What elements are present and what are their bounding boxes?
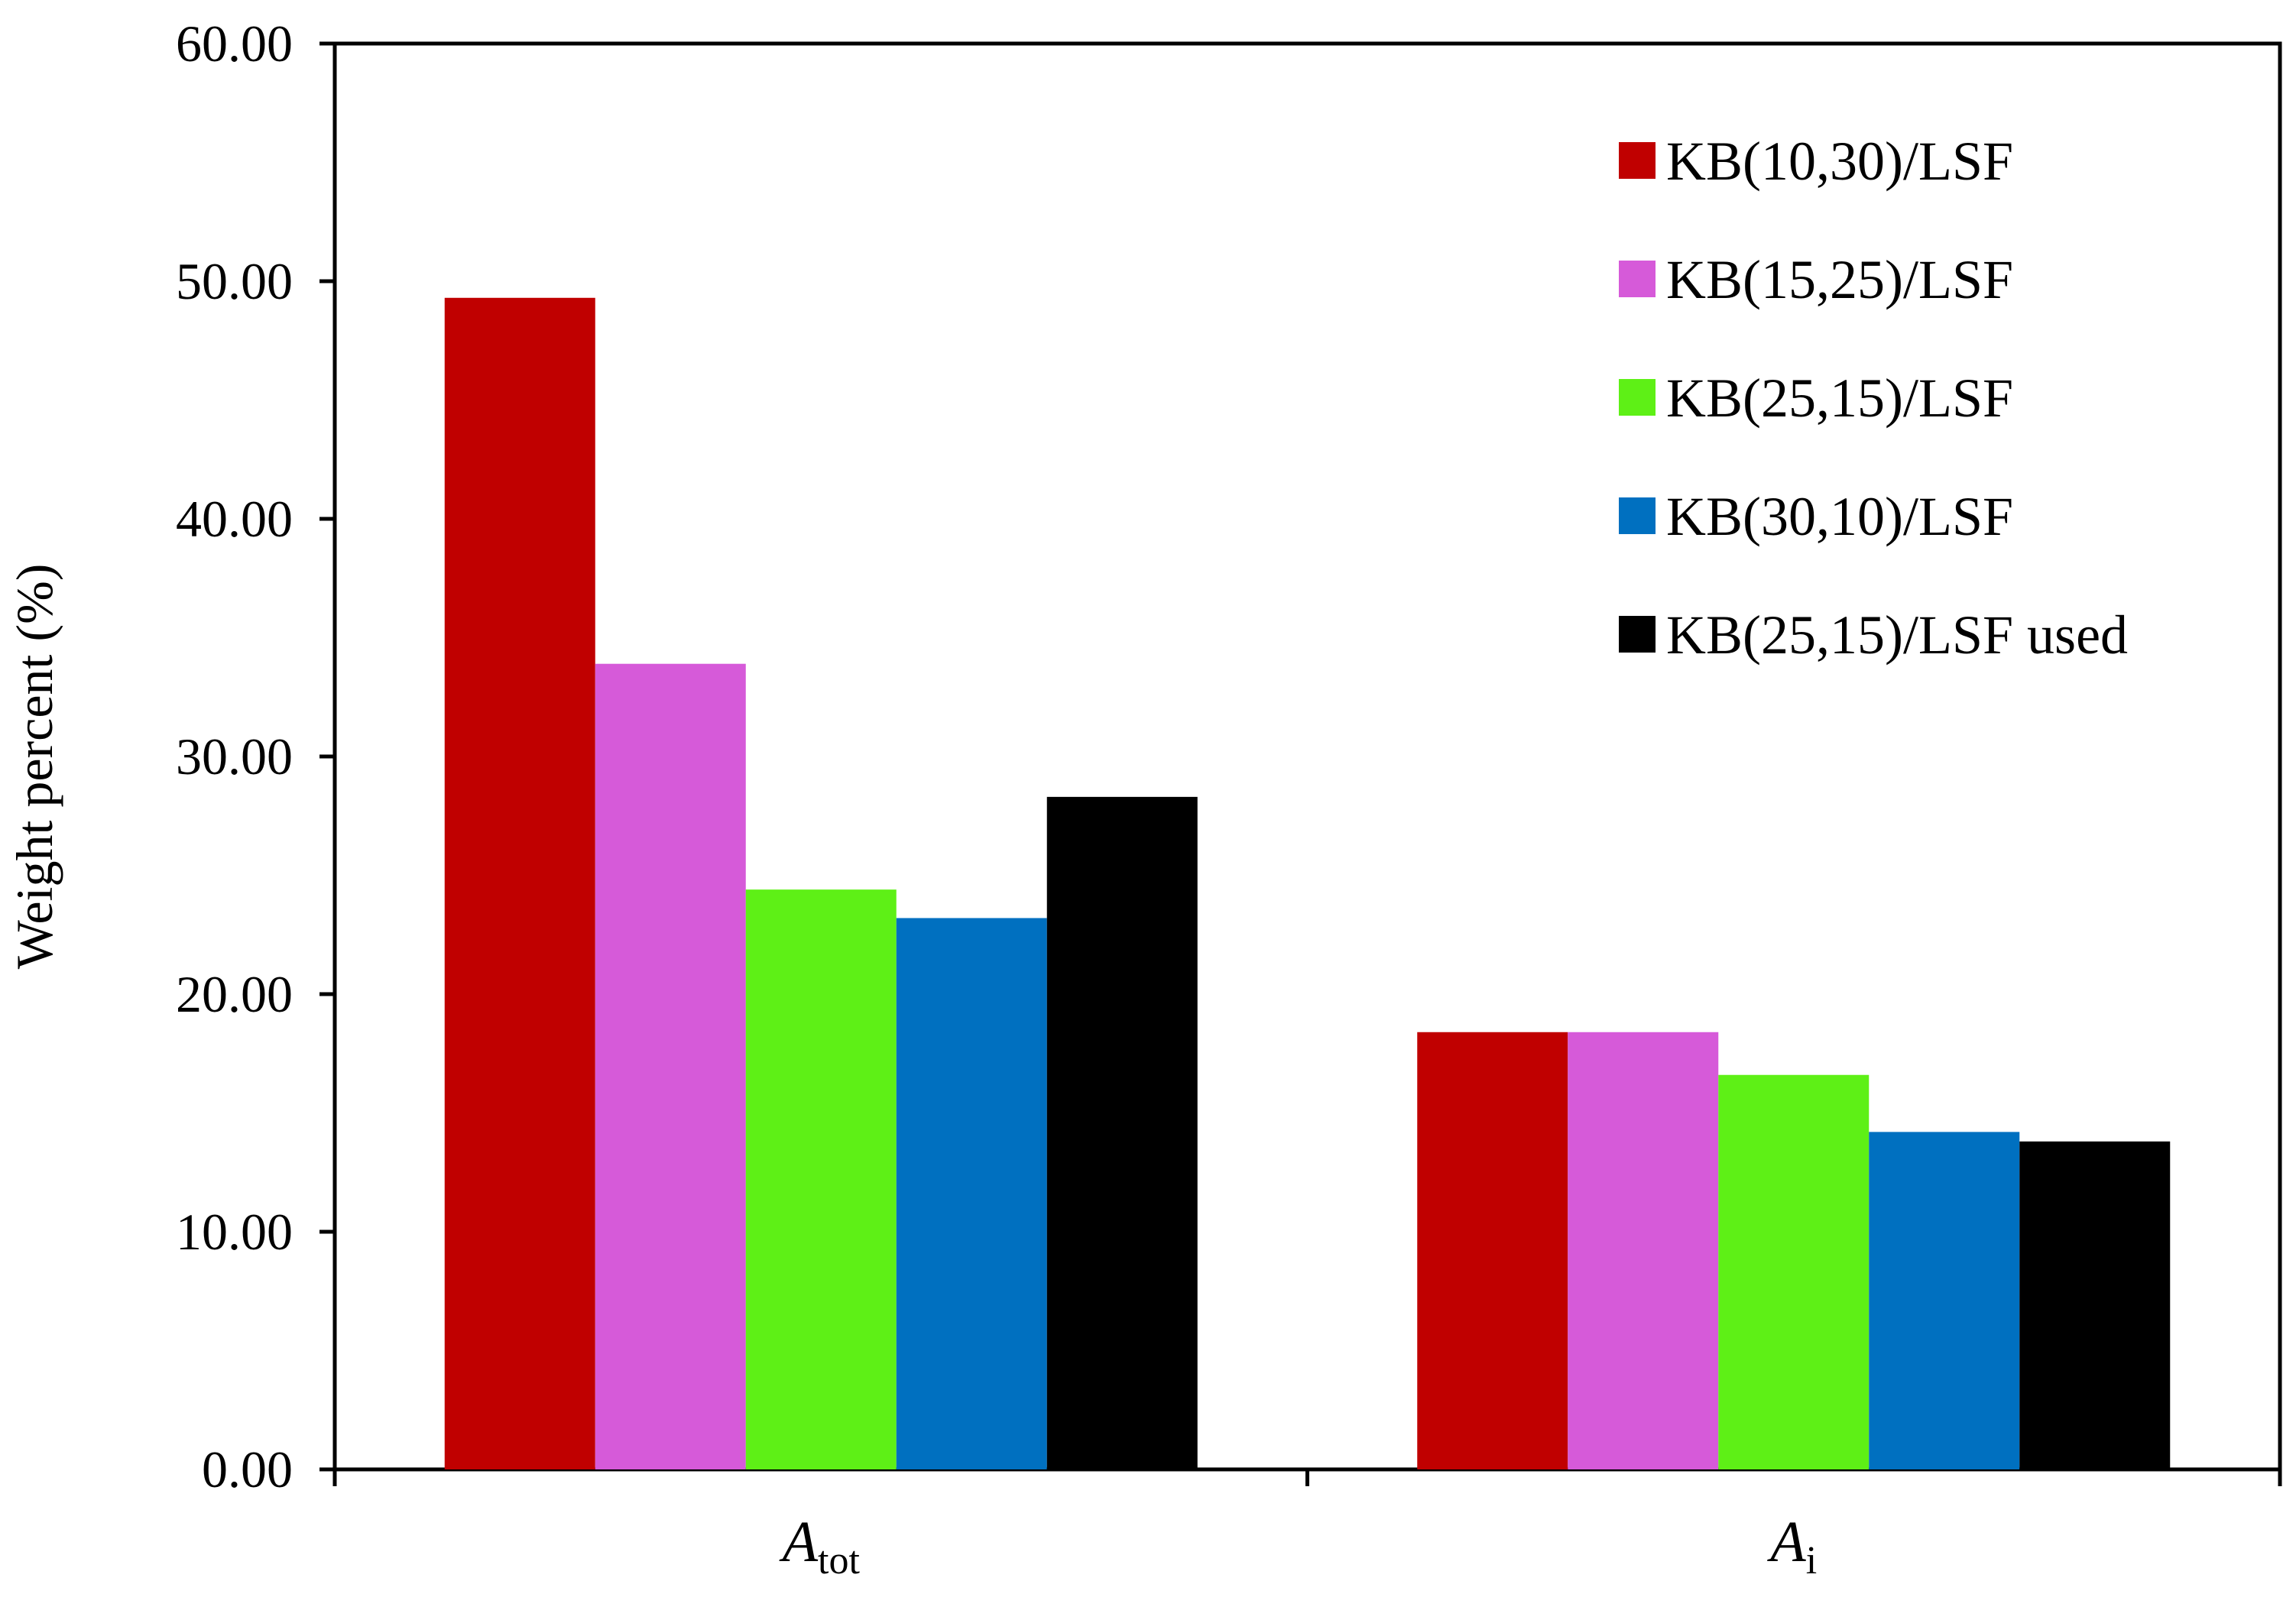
y-tick-label: 30.00 xyxy=(176,727,293,786)
x-tick-label-main: A xyxy=(779,1510,819,1574)
x-tick-label-main: A xyxy=(1766,1510,1806,1574)
legend-label: KB(25,15)/LSF xyxy=(1666,368,2013,429)
legend-label: KB(25,15)/LSF used xyxy=(1666,604,2128,666)
legend-label: KB(30,10)/LSF xyxy=(1666,486,2013,547)
bar xyxy=(745,889,897,1469)
x-axis: Atot Ai xyxy=(332,1469,2282,1582)
y-tick-label: 10.00 xyxy=(176,1203,293,1261)
bar xyxy=(1869,1132,2020,1469)
y-tick-label: 40.00 xyxy=(176,490,293,548)
bar xyxy=(444,297,595,1469)
bar xyxy=(1568,1032,1719,1469)
legend-label: KB(10,30)/LSF xyxy=(1666,131,2013,192)
y-tick-label: 60.00 xyxy=(176,15,293,73)
bar xyxy=(2019,1141,2171,1469)
y-axis-title: Weight percent (%) xyxy=(5,564,63,970)
bar xyxy=(595,663,746,1470)
bars xyxy=(444,297,2171,1470)
legend-swatch xyxy=(1619,142,1656,179)
legend-label: KB(15,25)/LSF xyxy=(1666,249,2013,310)
legend-swatch xyxy=(1619,379,1656,416)
legend: KB(10,30)/LSF KB(15,25)/LSF KB(25,15)/LSF K… xyxy=(1619,131,2128,666)
y-tick-label: 20.00 xyxy=(176,965,293,1023)
legend-swatch xyxy=(1619,497,1656,534)
bar xyxy=(1417,1032,1568,1469)
legend-swatch xyxy=(1619,261,1656,297)
x-tick-label: Ai xyxy=(1766,1510,1817,1582)
legend-swatch xyxy=(1619,616,1656,653)
bar xyxy=(1046,796,1198,1469)
x-tick-label: Atot xyxy=(779,1510,861,1582)
x-tick-label-sub: i xyxy=(1806,1539,1817,1582)
y-tick-label: 50.00 xyxy=(176,252,293,310)
bar xyxy=(896,918,1047,1469)
bar xyxy=(1718,1074,1870,1469)
x-tick-label-sub: tot xyxy=(818,1539,860,1582)
y-axis: 0.00 10.00 20.00 30.00 40.00 50.00 60.00 xyxy=(176,15,335,1498)
y-tick-label: 0.00 xyxy=(202,1440,293,1498)
